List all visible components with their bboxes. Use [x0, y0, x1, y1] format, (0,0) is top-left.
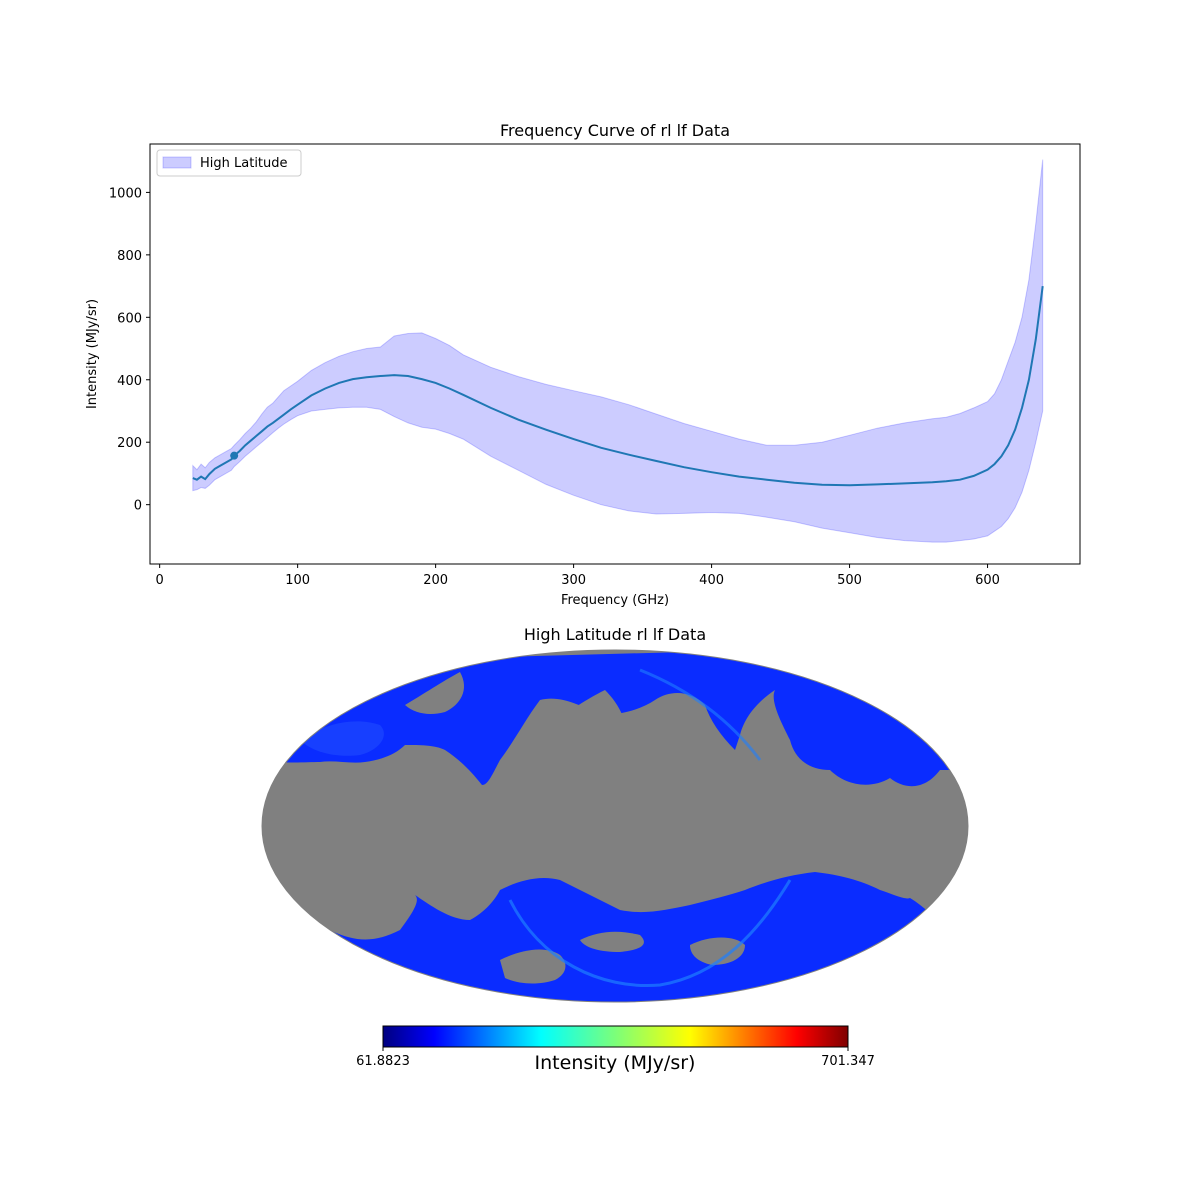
- north-data-region: [262, 650, 968, 787]
- y-axis-ticks: 0 200 400 600 800 1000: [109, 186, 150, 514]
- colorbar-label: Intensity (MJy/sr): [535, 1052, 696, 1074]
- south-gray-gap: [500, 949, 566, 984]
- x-tick-label: 400: [699, 573, 724, 588]
- legend-box: [156, 149, 302, 177]
- north-data-region-light: [300, 721, 384, 756]
- map-title: High Latitude rl lf Data: [524, 625, 706, 644]
- x-tick-label: 0: [156, 573, 164, 588]
- north-gray-island: [405, 672, 465, 714]
- legend-label: High Latitude: [200, 156, 288, 171]
- y-tick-label: 600: [117, 311, 142, 326]
- north-arc-highlight: [639, 668, 762, 761]
- mollweide-map: [262, 650, 968, 1002]
- plot-area: [192, 159, 1044, 543]
- y-tick-label: 800: [117, 249, 142, 264]
- data-point-marker: [230, 451, 239, 460]
- y-axis-label: Intensity (MJy/sr): [85, 299, 100, 409]
- sky-map-panel: High Latitude rl lf Data 61.8823 701.347…: [261, 625, 969, 1074]
- x-tick-label: 600: [975, 573, 1000, 588]
- south-arc-highlight: [508, 879, 792, 988]
- frequency-curve-panel: Frequency Curve of rl lf Data 0 100 200 300…: [85, 121, 1081, 608]
- legend-swatch: [162, 156, 192, 169]
- colorbar-gradient: [382, 1025, 849, 1048]
- y-tick-label: 0: [134, 499, 142, 514]
- y-tick-label: 400: [117, 374, 142, 389]
- south-gray-gap: [690, 937, 745, 965]
- y-tick-label: 200: [117, 436, 142, 451]
- x-tick-label: 300: [561, 573, 586, 588]
- north-gray-island: [545, 690, 627, 747]
- legend[interactable]: High Latitude: [156, 149, 302, 177]
- high-latitude-band: [192, 159, 1044, 543]
- y-tick-label: 1000: [109, 186, 142, 201]
- x-axis-ticks: 0 100 200 300 400 500 600: [156, 564, 1000, 588]
- colorbar: 61.8823 701.347 Intensity (MJy/sr): [356, 1025, 875, 1074]
- chart-title: Frequency Curve of rl lf Data: [500, 121, 730, 140]
- x-tick-label: 500: [837, 573, 862, 588]
- mollweide-outline: [261, 649, 969, 1003]
- x-tick-label: 200: [423, 573, 448, 588]
- south-gray-gap: [580, 931, 644, 952]
- x-axis-label: Frequency (GHz): [561, 593, 669, 608]
- colorbar-max-label: 701.347: [821, 1054, 875, 1069]
- axes-frame: [149, 143, 1081, 565]
- colorbar-min-label: 61.8823: [356, 1054, 410, 1069]
- high-latitude-mean-line: [192, 285, 1044, 487]
- x-tick-label: 100: [285, 573, 310, 588]
